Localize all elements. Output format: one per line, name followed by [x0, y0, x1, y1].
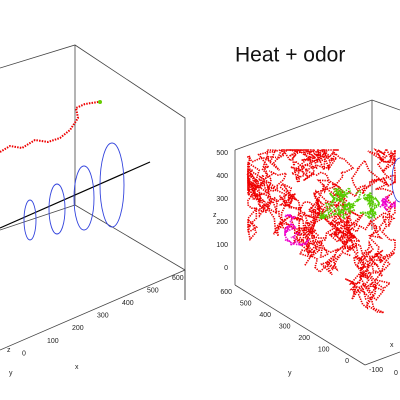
x-label: x [75, 364, 79, 371]
tick-label: 200 [216, 219, 228, 226]
trajectory [319, 189, 362, 220]
y-label: y [9, 370, 13, 377]
tick-label: 100 [47, 338, 59, 345]
tick-label: 400 [259, 312, 271, 319]
tick-label: 200 [298, 335, 310, 342]
axis-line [0, 161, 151, 229]
tick-label: 500 [147, 287, 159, 294]
heat-rings [23, 142, 125, 241]
x-label: x [390, 342, 394, 349]
heat-rings [391, 157, 400, 203]
tick-label: 400 [122, 300, 134, 307]
trajectory [379, 194, 396, 212]
tick-label: 0 [394, 370, 398, 377]
tick-label: -100 [369, 367, 383, 374]
tick-label: 200 [72, 325, 84, 332]
trajectory [246, 161, 306, 244]
tick-label: 0 [22, 350, 26, 357]
z-label: z [213, 212, 217, 219]
left-plot-box [0, 44, 186, 351]
trajectory [246, 148, 317, 250]
tick-label: 0 [345, 358, 349, 365]
trajectories [246, 148, 397, 314]
tick-label: 100 [216, 242, 228, 249]
trajectory [307, 148, 397, 253]
title: Heat + odor [235, 44, 345, 67]
trajectory-end [98, 100, 102, 104]
tick-label: 300 [216, 196, 228, 203]
trajectory [282, 214, 310, 247]
tick-label: 600 [220, 289, 232, 296]
z-label: z [7, 347, 11, 354]
tick-label: 500 [240, 300, 252, 307]
trajectory [296, 180, 360, 276]
tick-label: 0 [224, 265, 228, 272]
trajectory [0, 101, 99, 153]
tick-label: 600 [172, 275, 184, 282]
tick-label: 400 [216, 173, 228, 180]
tick-label: 100 [318, 346, 330, 353]
trajectory [327, 215, 396, 314]
tick-label: 300 [279, 323, 291, 330]
y-label: y [288, 370, 292, 377]
right-plot-box [234, 99, 400, 366]
trajectory [359, 189, 381, 219]
tick-label: 500 [216, 150, 228, 157]
tick-label: 300 [97, 313, 109, 320]
